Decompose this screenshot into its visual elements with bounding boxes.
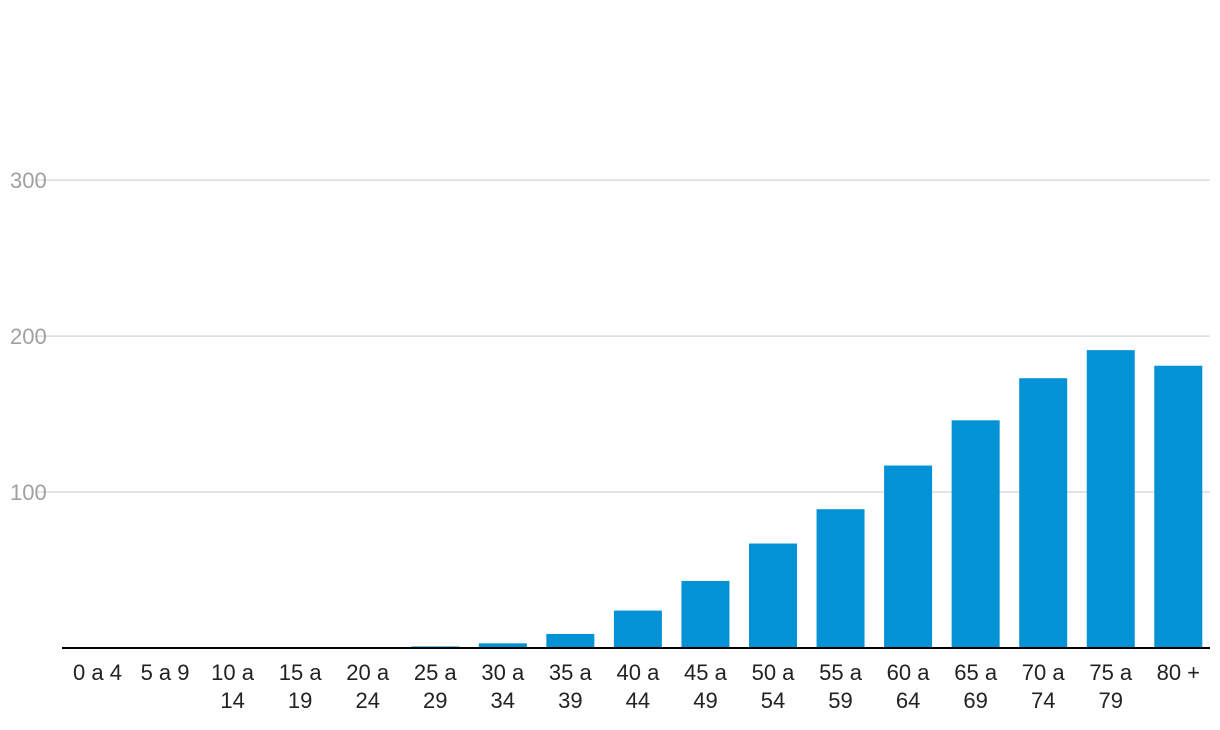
- gridlines: [36, 179, 1210, 493]
- x-tick-label: 25 a 29: [414, 660, 458, 713]
- bar-10: [749, 543, 797, 648]
- x-tick-label: 0 a 4: [73, 660, 122, 685]
- x-tick-label: 60 a 64: [887, 660, 931, 713]
- bar-16: [1154, 365, 1203, 648]
- x-tick-label: 75 a 79: [1089, 660, 1133, 713]
- x-tick-label: 10 a 14: [211, 660, 255, 713]
- x-tick-label: 15 a 19: [279, 660, 323, 713]
- y-tick-label: 300: [10, 168, 47, 193]
- x-tick-label: 20 a 24: [346, 660, 390, 713]
- x-tick-label: 50 a 54: [752, 660, 796, 713]
- x-axis-ticks: 0 a 4 5 a 9 10 a 14 15 a 19 20 a 24 25 a 29 30 a 34…: [73, 660, 1200, 713]
- x-tick-label: 5 a 9: [141, 660, 190, 685]
- bar-15: [1086, 350, 1135, 648]
- bar-9: [681, 580, 730, 648]
- y-tick-label: 200: [10, 324, 47, 349]
- x-tick-label: 65 a 69: [954, 660, 998, 713]
- bar-13: [951, 420, 1000, 648]
- x-tick-label: 35 a 39: [549, 660, 593, 713]
- x-tick-label: 55 a 59: [819, 660, 863, 713]
- x-tick-label: 30 a 34: [481, 660, 525, 713]
- bar-7: [546, 633, 595, 648]
- x-tick-label: 70 a 74: [1022, 660, 1066, 713]
- x-tick-label: 80 +: [1157, 660, 1200, 685]
- bar-6: [478, 643, 527, 648]
- x-tick-label: 45 a 49: [684, 660, 728, 713]
- bar-11: [816, 509, 865, 648]
- y-axis-ticks: 100 200 300: [10, 168, 47, 505]
- bar-12: [884, 465, 933, 648]
- x-tick-label: 40 a 44: [616, 660, 660, 713]
- bar-8: [613, 610, 662, 648]
- bar-14: [1019, 378, 1068, 648]
- y-tick-label: 100: [10, 480, 47, 505]
- bars: [411, 350, 1203, 648]
